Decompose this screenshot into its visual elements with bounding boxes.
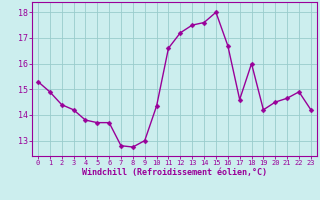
X-axis label: Windchill (Refroidissement éolien,°C): Windchill (Refroidissement éolien,°C)	[82, 168, 267, 177]
